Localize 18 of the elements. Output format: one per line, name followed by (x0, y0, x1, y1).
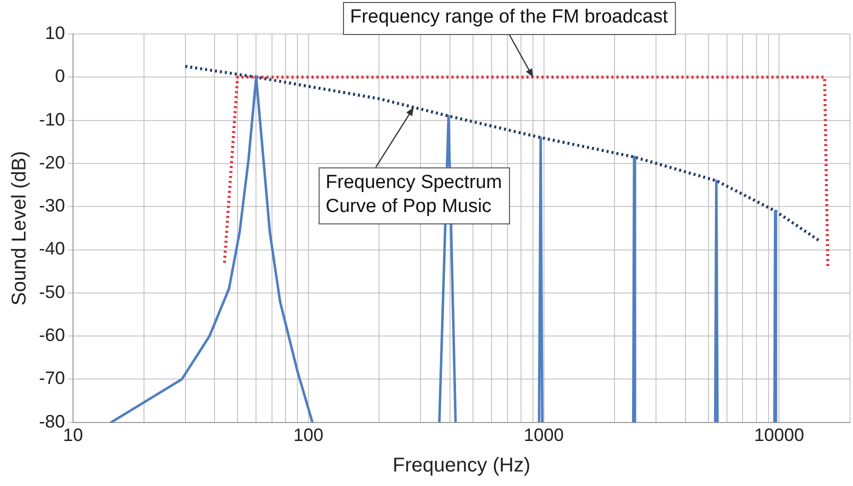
x-tick-label: 100 (293, 425, 324, 446)
annotation: Frequency Spectrum Curve of Pop Music (326, 172, 502, 218)
y-tick-label: -30 (39, 196, 66, 216)
x-tick-label: 10000 (754, 425, 804, 446)
x-tick-label: 1000 (524, 425, 564, 446)
y-tick-label: -50 (39, 282, 66, 302)
y-tick-label: -20 (39, 152, 66, 172)
x-axis-title: Frequency (Hz) (392, 454, 530, 477)
y-tick-label: -10 (39, 109, 66, 130)
y-tick-label: -60 (39, 325, 66, 346)
y-tick-label: 0 (55, 66, 66, 86)
y-tick-label: -40 (39, 238, 66, 259)
y-tick-label: -80 (39, 411, 66, 432)
annotation: Frequency range of the FM broadcast (350, 6, 669, 28)
y-tick-label: 10 (44, 22, 66, 43)
y-tick-label: -70 (39, 368, 66, 388)
y-axis-title: Sound Level (dB) (8, 150, 31, 306)
x-tick-label: 10 (63, 425, 84, 446)
